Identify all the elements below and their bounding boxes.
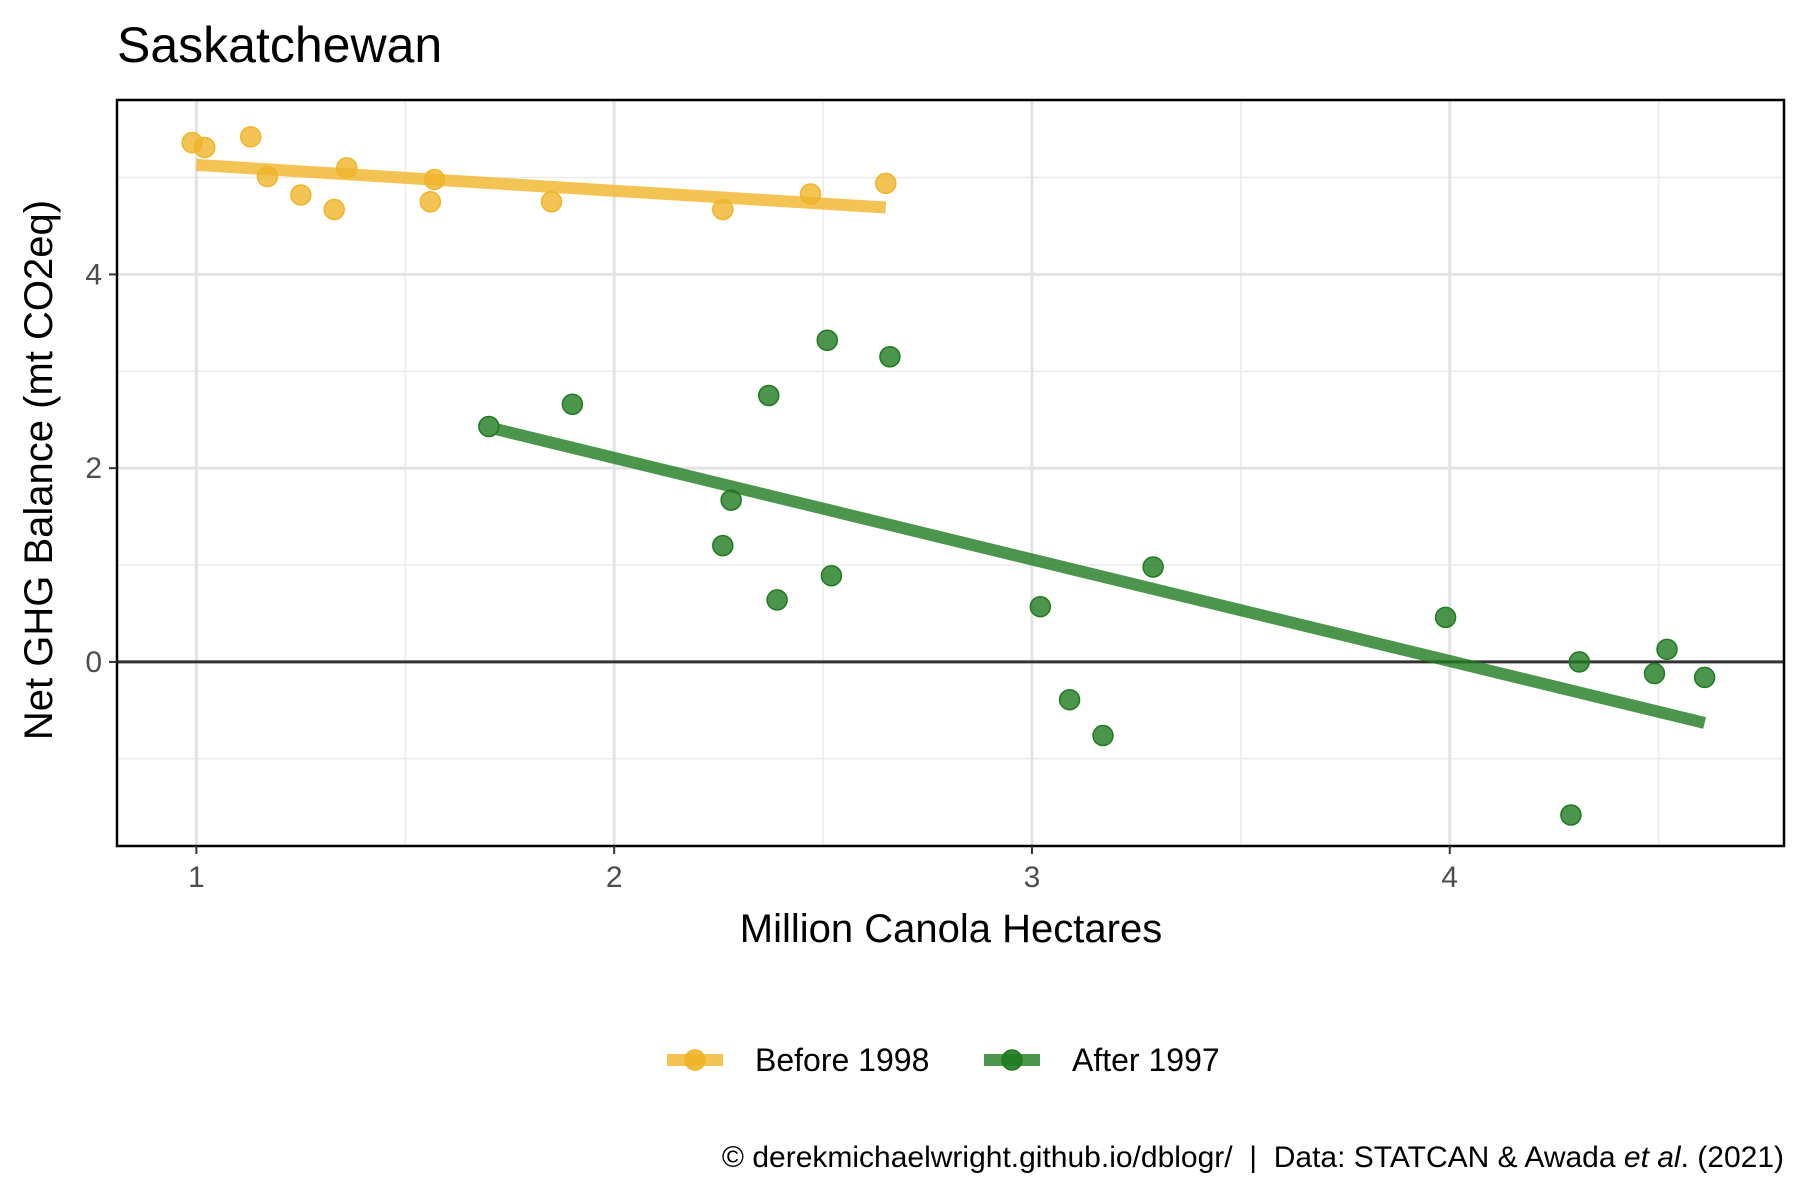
data-point-series-2 xyxy=(561,393,584,415)
y-axis-title: Net GHG Balance (mt CO2eq) xyxy=(17,200,61,740)
caption: © derekmichaelwright.github.io/dblogr/ |… xyxy=(722,1141,1784,1174)
data-point-series-2 xyxy=(1434,606,1457,629)
data-point-series-1 xyxy=(323,198,346,221)
data-point-series-1 xyxy=(193,136,216,159)
data-point-series-2 xyxy=(720,489,742,511)
grid-minor xyxy=(117,100,1784,846)
data-point-series-1 xyxy=(712,198,734,221)
plot-panel-border xyxy=(115,98,1786,848)
data-point-series-1 xyxy=(256,165,279,188)
data-point-series-2 xyxy=(1058,688,1081,711)
data-point-series-1 xyxy=(799,183,822,205)
legend-key-point-2 xyxy=(1001,1049,1023,1071)
data-point-series-2 xyxy=(712,534,734,557)
data-point-series-2 xyxy=(766,589,788,611)
data-point-series-2 xyxy=(478,415,500,438)
grid-major xyxy=(117,100,1784,846)
y-axis-ticks: 0 2 4 xyxy=(85,258,117,679)
data-point-series-2 xyxy=(1656,638,1678,661)
legend-label-1: Before 1998 xyxy=(755,1042,929,1078)
x-axis-ticks: 1 2 3 4 xyxy=(188,846,1458,894)
y-tick-label: 4 xyxy=(85,258,102,291)
caption-suffix: . (2021) xyxy=(1681,1141,1784,1174)
x-tick-label: 3 xyxy=(1024,861,1041,894)
legend: Before 1998 After 1997 xyxy=(667,1042,1220,1078)
data-point-series-1 xyxy=(419,190,442,213)
data-point-series-1 xyxy=(540,190,563,213)
legend-key-point-1 xyxy=(684,1049,706,1071)
caption-prefix: © derekmichaelwright.github.io/dblogr/ |… xyxy=(722,1141,1624,1174)
caption-italic: et al xyxy=(1624,1141,1682,1174)
data-point-series-2 xyxy=(1029,595,1052,618)
data-point-series-2 xyxy=(879,345,901,368)
data-point-series-1 xyxy=(423,168,446,191)
data-point-series-2 xyxy=(816,329,839,352)
legend-label-2: After 1997 xyxy=(1072,1042,1220,1078)
data-point-series-1 xyxy=(290,184,312,206)
data-point-series-2 xyxy=(820,564,843,587)
data-point-series-1 xyxy=(874,172,897,195)
x-tick-label: 2 xyxy=(606,861,623,894)
data-point-series-1 xyxy=(239,126,262,148)
chart-title: Saskatchewan xyxy=(117,17,442,73)
data-point-series-2 xyxy=(1092,724,1114,747)
data-point-series-2 xyxy=(1142,556,1164,578)
y-tick-label: 2 xyxy=(85,452,102,485)
data-point-series-2 xyxy=(1568,651,1591,673)
x-tick-label: 4 xyxy=(1441,861,1458,894)
data-point-series-2 xyxy=(1693,666,1716,689)
data-point-series-2 xyxy=(1643,662,1666,685)
trend-line-series-1 xyxy=(196,158,887,214)
data-point-series-2 xyxy=(758,384,780,407)
x-axis-title: Million Canola Hectares xyxy=(740,907,1162,951)
trend-lines xyxy=(196,158,1707,729)
trend-line-series-2 xyxy=(495,423,1707,729)
data-point-series-2 xyxy=(1560,804,1582,826)
y-tick-label: 0 xyxy=(85,646,102,679)
x-tick-label: 1 xyxy=(188,861,205,894)
data-point-series-1 xyxy=(336,157,358,179)
data-points xyxy=(181,126,1716,826)
